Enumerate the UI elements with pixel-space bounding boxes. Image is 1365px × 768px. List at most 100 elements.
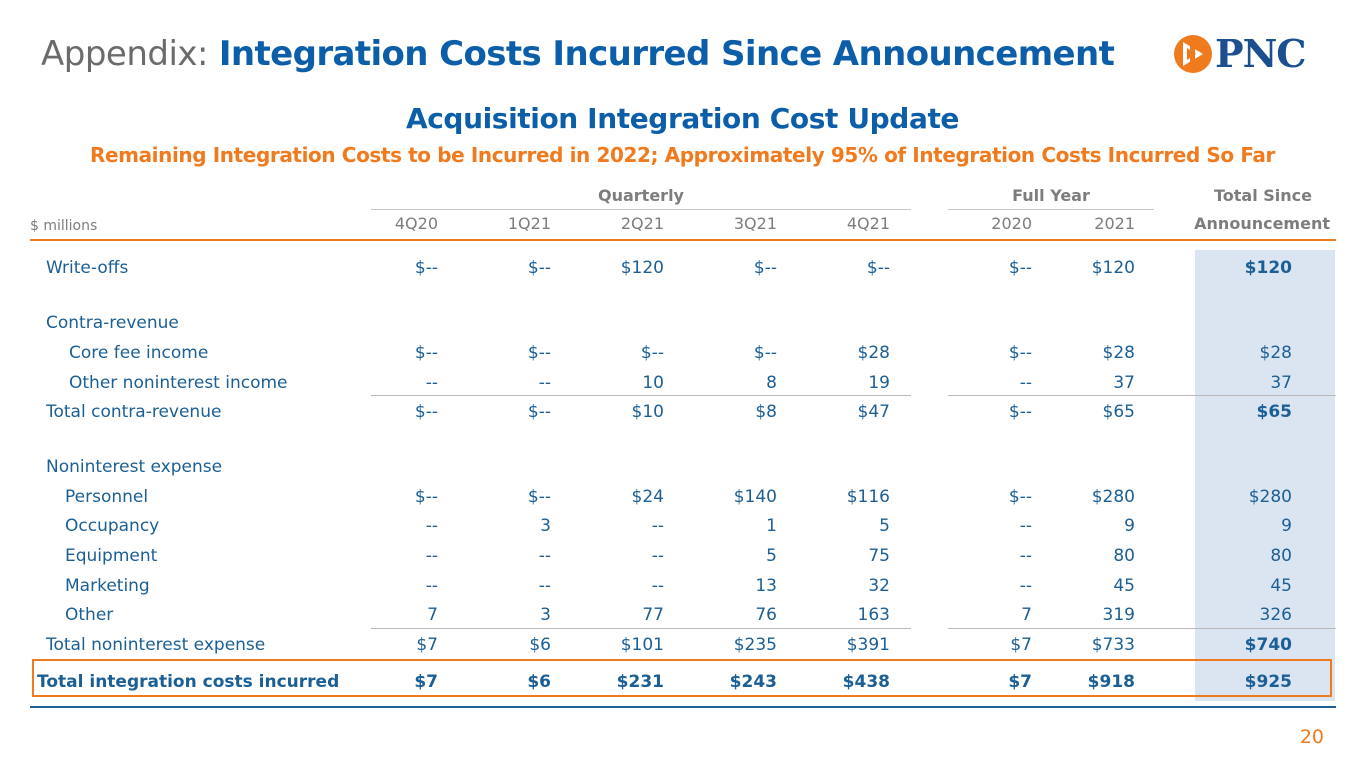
table-row: Other noninterest income -- -- 10 8 19 -- 37 37: [0, 371, 1365, 395]
table-row: Equipment -- -- -- 5 75 -- 80 80: [0, 544, 1365, 568]
row-value: --: [651, 516, 664, 536]
row-value: $7: [414, 672, 438, 692]
row-value: $7: [1008, 672, 1032, 692]
row-label: Noninterest expense: [46, 457, 223, 477]
row-label: Marketing: [65, 576, 150, 596]
pnc-logo-icon: [1174, 35, 1212, 73]
row-value: $--: [753, 258, 777, 278]
row-value: $116: [846, 487, 890, 507]
table-row: Total noninterest expense $7 $6 $101 $235 $39…: [0, 633, 1365, 657]
row-value: 7: [427, 605, 438, 625]
row-value: $--: [527, 487, 551, 507]
title-main: Integration Costs Incurred Since Announc…: [218, 34, 1115, 74]
row-value: $6: [529, 635, 551, 655]
row-total-since-announcement: $120: [1244, 258, 1292, 278]
row-value: --: [425, 576, 438, 596]
row-value: $--: [414, 343, 438, 363]
row-value: 8: [766, 373, 777, 393]
row-value: 5: [766, 546, 777, 566]
row-value: $140: [733, 487, 777, 507]
row-value: 163: [857, 605, 890, 625]
row-value: $235: [733, 635, 777, 655]
row-total-since-announcement: 37: [1270, 373, 1292, 393]
row-value: 7: [1021, 605, 1032, 625]
quarterly-group-label: Quarterly: [598, 186, 684, 205]
table-row: Total contra-revenue $-- $-- $10 $8 $47 $-- $65…: [0, 400, 1365, 424]
table-row: Noninterest expense: [0, 455, 1365, 479]
row-value: 37: [1113, 373, 1135, 393]
row-value: $--: [1008, 487, 1032, 507]
section-title: Acquisition Integration Cost Update: [405, 102, 960, 135]
row-value: 75: [868, 546, 890, 566]
row-value: --: [425, 516, 438, 536]
row-label: Contra-revenue: [46, 313, 179, 333]
row-label: Personnel: [65, 487, 149, 507]
row-label: Total contra-revenue: [46, 402, 222, 422]
row-value: 10: [642, 373, 664, 393]
row-total-since-announcement: 80: [1270, 546, 1292, 566]
row-value: $--: [866, 258, 890, 278]
row-label: Write-offs: [46, 258, 129, 278]
row-value: $--: [640, 343, 664, 363]
row-label: Occupancy: [65, 516, 160, 536]
row-value: $--: [414, 402, 438, 422]
row-value: $438: [842, 672, 890, 692]
row-label: Core fee income: [69, 343, 209, 363]
row-value: $--: [527, 343, 551, 363]
row-value: 80: [1113, 546, 1135, 566]
row-value: $243: [729, 672, 777, 692]
row-value: 319: [1102, 605, 1135, 625]
row-value: --: [425, 373, 438, 393]
row-value: --: [538, 373, 551, 393]
row-value: $120: [620, 258, 664, 278]
row-value: 3: [540, 516, 551, 536]
subtitle: Remaining Integration Costs to be Incurr…: [89, 143, 1275, 167]
row-label: Other: [65, 605, 114, 625]
header-rule: [30, 239, 1336, 241]
quarterly-group-rule: [371, 209, 911, 210]
logo-text: PNC: [1215, 31, 1307, 76]
row-label: Total integration costs incurred: [37, 672, 340, 692]
row-total-since-announcement: 9: [1281, 516, 1292, 536]
row-value: $--: [414, 258, 438, 278]
row-value: 19: [868, 373, 890, 393]
row-label: Total noninterest expense: [46, 635, 266, 655]
row-value: $65: [1102, 402, 1135, 422]
row-value: $8: [755, 402, 777, 422]
row-value: $--: [527, 258, 551, 278]
row-value: --: [1019, 576, 1032, 596]
row-value: $--: [527, 402, 551, 422]
subtotal-rule-quarterly: [371, 628, 911, 629]
row-total-since-announcement: 326: [1259, 605, 1292, 625]
title-prefix: Appendix:: [41, 34, 209, 74]
row-value: 76: [755, 605, 777, 625]
total-since-header-line2: Announcement: [1194, 214, 1330, 233]
subtotal-rule-fullyear: [948, 395, 1336, 396]
table-row: Contra-revenue: [0, 311, 1365, 335]
row-value: 32: [868, 576, 890, 596]
row-value: $--: [1008, 258, 1032, 278]
row-value: 45: [1113, 576, 1135, 596]
row-total-since-announcement: $280: [1248, 487, 1292, 507]
row-value: $--: [414, 487, 438, 507]
row-value: $6: [527, 672, 551, 692]
row-value: $231: [616, 672, 664, 692]
row-value: $101: [620, 635, 664, 655]
row-value: --: [651, 576, 664, 596]
table-row: Occupancy -- 3 -- 1 5 -- 9 9: [0, 514, 1365, 538]
table-row: Marketing -- -- -- 13 32 -- 45 45: [0, 574, 1365, 598]
row-total-since-announcement: 45: [1270, 576, 1292, 596]
subtotal-rule-fullyear: [948, 628, 1336, 629]
page-title: Appendix: Integration Costs Incurred Sin…: [41, 30, 1115, 78]
total-column-shading: [1195, 250, 1335, 701]
row-value: --: [651, 546, 664, 566]
full-year-group-label: Full Year: [1012, 186, 1090, 205]
col-header-2020: 2020: [991, 214, 1032, 233]
total-row-highlight: [32, 659, 1332, 697]
row-value: $7: [1010, 635, 1032, 655]
row-value: 9: [1124, 516, 1135, 536]
row-value: $28: [857, 343, 890, 363]
row-label: Other noninterest income: [69, 373, 288, 393]
row-value: $24: [631, 487, 664, 507]
footer-rule: [30, 706, 1336, 708]
